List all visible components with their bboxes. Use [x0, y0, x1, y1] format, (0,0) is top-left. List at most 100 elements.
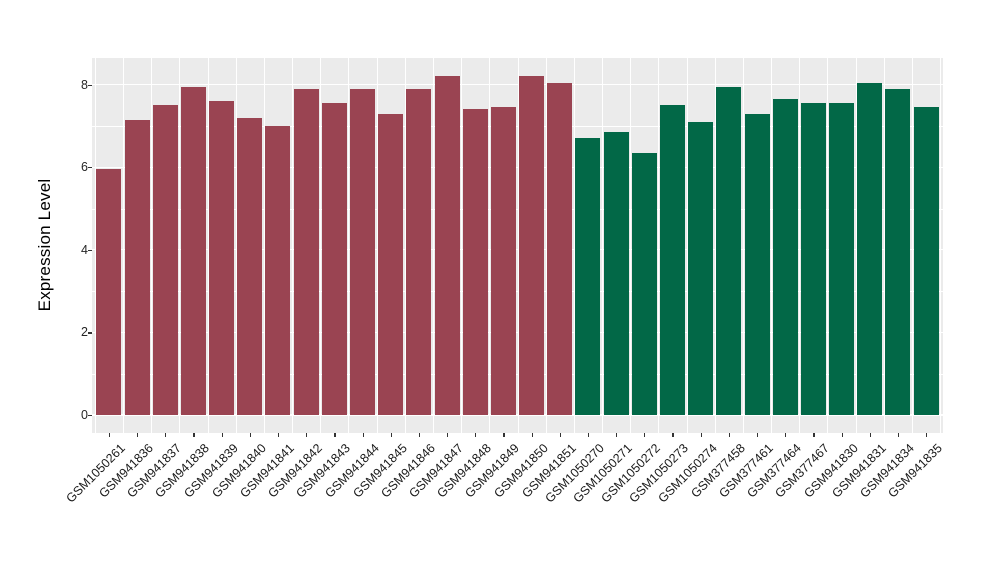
x-tick-mark	[897, 433, 900, 437]
bar-GSM941830	[829, 103, 855, 415]
bar-GSM941834	[885, 88, 911, 415]
x-tick-mark	[503, 433, 505, 437]
bar-GSM1050274	[688, 121, 714, 415]
vertical-gridline	[630, 58, 632, 433]
vertical-gridline	[545, 58, 547, 433]
vertical-gridline	[404, 58, 406, 433]
y-tick-mark-8	[88, 84, 92, 86]
x-tick-mark	[813, 433, 815, 437]
vertical-gridline	[912, 58, 913, 433]
vertical-gridline	[151, 58, 153, 433]
bar-GSM941831	[857, 82, 883, 415]
y-tick-mark-4	[88, 249, 92, 251]
bar-GSM941848	[462, 109, 488, 415]
bar-GSM941841	[265, 125, 291, 415]
vertical-gridline	[94, 58, 96, 433]
vertical-gridline	[686, 58, 688, 433]
bar-GSM941850	[519, 76, 545, 415]
vertical-gridline	[855, 58, 857, 433]
vertical-gridline	[461, 58, 463, 433]
x-tick-mark	[390, 433, 392, 437]
x-tick-mark	[869, 433, 871, 437]
x-tick-mark	[108, 433, 111, 437]
y-tick-label-0: 0	[81, 408, 88, 422]
bar-GSM941835	[913, 107, 939, 415]
y-tick-label-6: 6	[81, 160, 88, 175]
y-tick-label-8: 8	[81, 77, 88, 92]
vertical-gridline	[658, 58, 660, 433]
x-tick-mark	[193, 433, 195, 437]
x-tick-mark	[137, 433, 139, 437]
bar-GSM941846	[406, 88, 432, 415]
vertical-gridline	[122, 58, 124, 433]
vertical-gridline	[799, 58, 801, 433]
x-tick-mark	[700, 433, 702, 437]
x-tick-mark	[362, 433, 364, 437]
vertical-gridline	[714, 58, 716, 433]
vertical-gridline	[602, 58, 604, 433]
bar-GSM941849	[490, 107, 516, 415]
bar-GSM941840	[237, 117, 263, 415]
x-tick-mark	[644, 433, 646, 437]
bar-GSM941844	[350, 88, 376, 415]
x-tick-mark	[757, 433, 759, 437]
x-tick-mark	[841, 433, 843, 437]
bar-GSM1050272	[631, 152, 657, 415]
y-tick-mark-0	[88, 415, 92, 417]
x-tick-mark	[334, 433, 336, 437]
bar-GSM941838	[180, 86, 206, 415]
vertical-gridline	[940, 58, 942, 433]
bar-GSM941847	[434, 76, 460, 415]
bar-GSM1050273	[659, 105, 685, 415]
vertical-gridline	[432, 58, 434, 433]
vertical-gridline	[489, 58, 491, 433]
bar-GSM1050261	[96, 169, 122, 415]
vertical-gridline	[263, 58, 265, 433]
x-tick-mark	[221, 433, 223, 437]
x-tick-mark	[728, 433, 731, 437]
x-tick-mark	[559, 433, 561, 437]
x-tick-mark	[531, 433, 533, 437]
x-tick-mark	[785, 433, 787, 437]
x-tick-mark	[306, 433, 308, 437]
bar-GSM941843	[321, 103, 347, 415]
y-tick-label-4: 4	[81, 242, 88, 257]
x-tick-mark	[475, 433, 477, 437]
x-tick-mark	[165, 433, 167, 437]
bar-GSM941837	[152, 105, 178, 415]
y-tick-label-2: 2	[81, 325, 88, 340]
vertical-gridline	[207, 58, 209, 433]
bar-GSM377464	[772, 99, 798, 415]
y-axis-title: Expression Level	[35, 178, 54, 312]
bar-GSM377458	[716, 86, 742, 415]
vertical-gridline	[376, 58, 378, 433]
vertical-gridline	[771, 58, 773, 433]
bar-GSM941845	[378, 113, 404, 415]
bar-GSM941851	[547, 82, 573, 415]
bar-GSM377467	[800, 103, 826, 415]
bar-GSM377461	[744, 113, 770, 415]
x-tick-mark	[587, 433, 590, 437]
vertical-gridline	[235, 58, 237, 433]
vertical-gridline	[348, 58, 350, 433]
plot-panel	[92, 58, 943, 433]
vertical-gridline	[179, 58, 181, 433]
y-tick-mark-2	[88, 332, 92, 334]
vertical-gridline	[742, 58, 744, 433]
bar-GSM1050270	[575, 138, 601, 415]
vertical-gridline	[827, 58, 829, 433]
vertical-gridline	[292, 58, 294, 433]
x-tick-mark	[672, 433, 674, 437]
x-tick-mark	[249, 433, 251, 437]
vertical-gridline	[320, 58, 322, 433]
x-tick-mark	[616, 433, 618, 437]
y-tick-mark-6	[88, 167, 92, 169]
x-tick-mark	[926, 433, 928, 437]
bar-GSM941836	[124, 119, 150, 415]
vertical-gridline	[883, 58, 885, 433]
x-tick-mark	[447, 433, 449, 437]
vertical-gridline	[573, 58, 575, 433]
bar-GSM941842	[293, 88, 319, 415]
bar-GSM941839	[209, 101, 235, 415]
